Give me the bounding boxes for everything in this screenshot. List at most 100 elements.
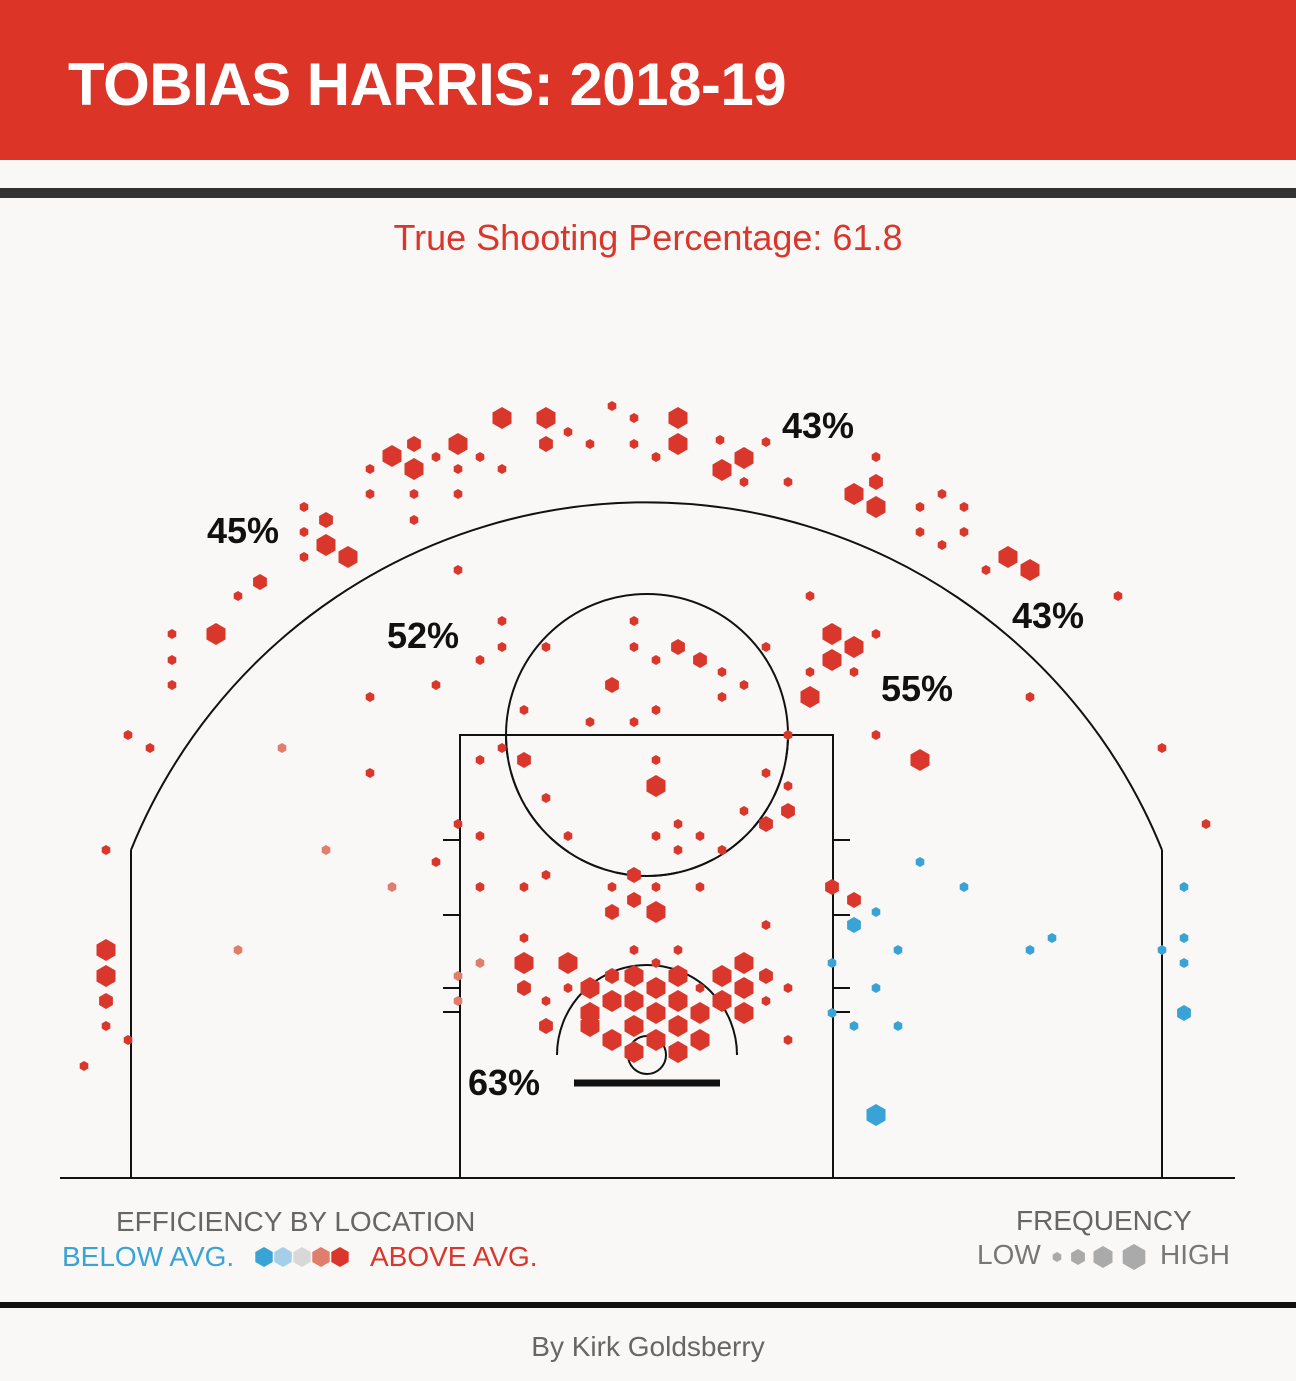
shot-hexagon — [624, 965, 644, 987]
shot-hexagon — [712, 459, 732, 481]
restricted-area — [556, 964, 738, 1056]
shot-hexagon — [624, 990, 644, 1012]
shot-hexagon — [805, 591, 815, 601]
shot-hexagon — [563, 831, 573, 841]
shot-hexagon — [668, 990, 688, 1012]
shot-hexagon — [759, 816, 773, 832]
shot-hexagon — [783, 983, 793, 993]
shot-hexagon — [866, 496, 886, 518]
shot-hexagon — [536, 407, 556, 429]
shot-hexagon — [605, 904, 619, 920]
shot-hexagon — [1113, 591, 1123, 601]
shot-hexagon — [871, 983, 881, 993]
shot-hexagon — [959, 527, 969, 537]
shot-hexagon — [79, 1061, 89, 1071]
shot-hexagon — [409, 489, 419, 499]
shot-hexagon — [453, 565, 463, 575]
shot-hexagon — [671, 639, 685, 655]
shot-hexagon — [431, 680, 441, 690]
frequency-high-label: HIGH — [1160, 1239, 1230, 1270]
shot-hexagon — [253, 574, 267, 590]
shot-hexagon — [673, 945, 683, 955]
shot-hexagon — [695, 882, 705, 892]
shot-hexagon — [734, 447, 754, 469]
shot-hexagon — [539, 1018, 553, 1034]
shot-hexagon — [365, 768, 375, 778]
shot-hexagon — [849, 667, 859, 677]
shot-hexagon — [563, 983, 573, 993]
shot-hexagon — [453, 464, 463, 474]
shot-hexagon — [825, 879, 839, 895]
chart-subtitle: True Shooting Percentage: 61.8 — [393, 217, 903, 258]
shot-hexagon — [602, 1029, 622, 1051]
shot-hexagon — [101, 1021, 111, 1031]
frequency-legend-swatch — [1071, 1249, 1085, 1265]
shot-hexagon — [651, 452, 661, 462]
shot-hexagon — [844, 636, 864, 658]
shot-hexagon — [387, 882, 397, 892]
shot-hexagon — [319, 512, 333, 528]
zone-percentage-label: 52% — [387, 615, 459, 656]
shot-hexagon — [605, 968, 619, 984]
zone-percentage-label: 63% — [468, 1062, 540, 1103]
shot-hexagon — [695, 831, 705, 841]
top-divider — [0, 188, 1296, 198]
shot-hexagon — [668, 1015, 688, 1037]
shot-hexagon — [624, 1041, 644, 1063]
shot-hexagon — [1201, 819, 1211, 829]
shot-hexagon — [517, 980, 531, 996]
shot-hexagon — [651, 958, 661, 968]
shot-hexagon — [822, 623, 842, 645]
shot-hexagon — [646, 901, 666, 923]
shot-hexagon — [1020, 559, 1040, 581]
shot-hexagon — [959, 502, 969, 512]
shot-hexagon — [651, 705, 661, 715]
shot-hexagon — [629, 945, 639, 955]
frequency-legend-swatch — [1122, 1244, 1146, 1270]
shot-hexagon — [673, 819, 683, 829]
paint-lane — [459, 734, 834, 1179]
shot-hexagon — [668, 433, 688, 455]
shot-hexagon — [96, 965, 116, 987]
shot-hexagon — [167, 680, 177, 690]
shot-hexagon — [981, 565, 991, 575]
shot-hexagon — [585, 717, 595, 727]
shot-hexagon — [497, 616, 507, 626]
shot-hexagon — [668, 1041, 688, 1063]
shot-hexagon — [497, 642, 507, 652]
shot-hexagon — [739, 806, 749, 816]
shot-hexagon — [580, 1015, 600, 1037]
shot-hexagon — [761, 642, 771, 652]
shot-hexagon — [497, 743, 507, 753]
shot-hexagon — [539, 436, 553, 452]
shot-hexagon — [783, 477, 793, 487]
shot-hexagon — [893, 1021, 903, 1031]
shot-hexagon — [673, 845, 683, 855]
shot-hexagon — [514, 952, 534, 974]
byline: By Kirk Goldsberry — [531, 1331, 765, 1362]
shot-hexagon — [761, 920, 771, 930]
shot-hexagon — [739, 477, 749, 487]
shot-hexagon — [695, 983, 705, 993]
efficiency-legend-swatch — [312, 1247, 330, 1267]
shot-hexagon — [453, 971, 463, 981]
shot-hexagon — [800, 686, 820, 708]
shot-hexagon — [651, 655, 661, 665]
shot-hexagon — [453, 489, 463, 499]
court-lines — [60, 501, 1235, 1179]
shot-hexagon — [1025, 945, 1035, 955]
shot-hexagon — [717, 845, 727, 855]
zone-labels: 43% 45% 43% 52% 55% 63% — [207, 405, 1084, 1103]
shot-hexagon — [827, 958, 837, 968]
shot-hexagon — [277, 743, 287, 753]
shot-hexagon — [629, 439, 639, 449]
shot-hexagon — [827, 1008, 837, 1018]
shot-hexagon — [338, 546, 358, 568]
shot-hexagon — [475, 958, 485, 968]
shot-hexagon — [651, 882, 661, 892]
shot-hexagon — [233, 945, 243, 955]
shot-hexagon — [299, 502, 309, 512]
shot-hexagon — [519, 882, 529, 892]
efficiency-legend-swatch — [293, 1247, 311, 1267]
shot-hexagon — [475, 831, 485, 841]
